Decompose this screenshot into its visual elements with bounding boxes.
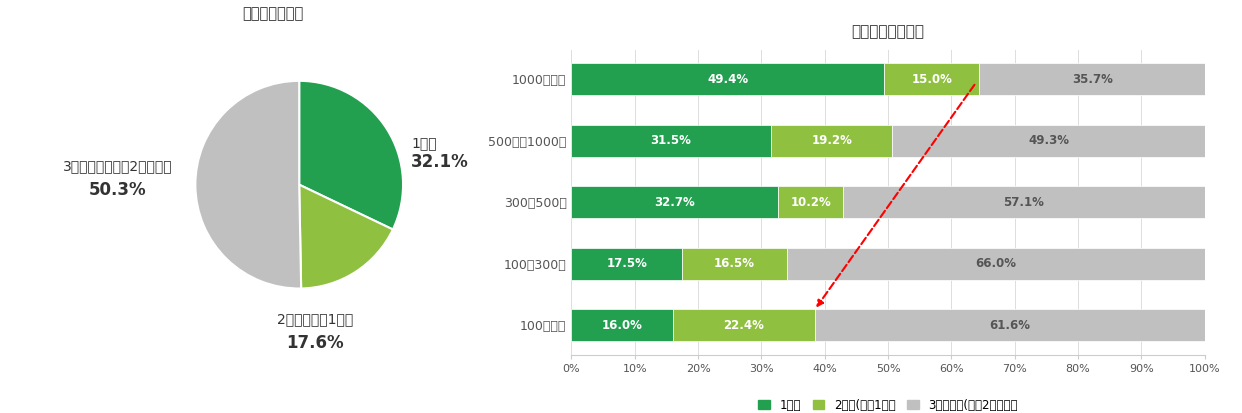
Text: 66.0%: 66.0% xyxy=(975,257,1016,271)
Wedge shape xyxy=(299,81,404,230)
Text: 17.5%: 17.5% xyxy=(606,257,647,271)
Legend: 1社目, 2社目(転職1回）, 3社目以上(転職2回以上）: 1社目, 2社目(転職1回）, 3社目以上(転職2回以上） xyxy=(754,394,1022,413)
Bar xyxy=(884,64,979,95)
Bar xyxy=(979,64,1206,95)
Text: 1社目: 1社目 xyxy=(411,136,437,150)
Bar xyxy=(571,64,884,95)
Bar xyxy=(815,309,1205,341)
Text: 19.2%: 19.2% xyxy=(811,134,852,147)
Text: 49.4%: 49.4% xyxy=(707,73,749,86)
Bar xyxy=(571,125,771,157)
Bar xyxy=(571,186,779,218)
Text: 50.3%: 50.3% xyxy=(88,181,147,199)
Title: 転職回数の割合: 転職回数の割合 xyxy=(242,6,304,21)
Text: 31.5%: 31.5% xyxy=(651,134,692,147)
Text: 22.4%: 22.4% xyxy=(723,319,764,332)
Text: 57.1%: 57.1% xyxy=(1004,196,1045,209)
Text: 32.7%: 32.7% xyxy=(655,196,696,209)
Text: 2社目（転職1回）: 2社目（転職1回） xyxy=(277,313,353,327)
Bar xyxy=(843,186,1205,218)
Text: 32.1%: 32.1% xyxy=(411,153,469,171)
Text: 17.6%: 17.6% xyxy=(286,334,344,351)
Text: 61.6%: 61.6% xyxy=(989,319,1030,332)
Bar xyxy=(771,125,893,157)
Title: 社員数別転職回数: 社員数別転職回数 xyxy=(852,24,924,39)
Text: 15.0%: 15.0% xyxy=(912,73,953,86)
Bar xyxy=(682,248,786,280)
Bar xyxy=(786,248,1205,280)
Bar xyxy=(571,248,682,280)
Bar xyxy=(893,125,1205,157)
Bar xyxy=(779,186,843,218)
Wedge shape xyxy=(195,81,301,289)
Text: 49.3%: 49.3% xyxy=(1028,134,1069,147)
Wedge shape xyxy=(299,185,392,289)
Text: 35.7%: 35.7% xyxy=(1072,73,1113,86)
Text: 16.0%: 16.0% xyxy=(601,319,642,332)
Bar xyxy=(571,309,673,341)
Text: 16.5%: 16.5% xyxy=(714,257,755,271)
Text: 3社目以上（転職2回以上）: 3社目以上（転職2回以上） xyxy=(62,159,173,173)
Text: 10.2%: 10.2% xyxy=(790,196,831,209)
Bar xyxy=(673,309,815,341)
